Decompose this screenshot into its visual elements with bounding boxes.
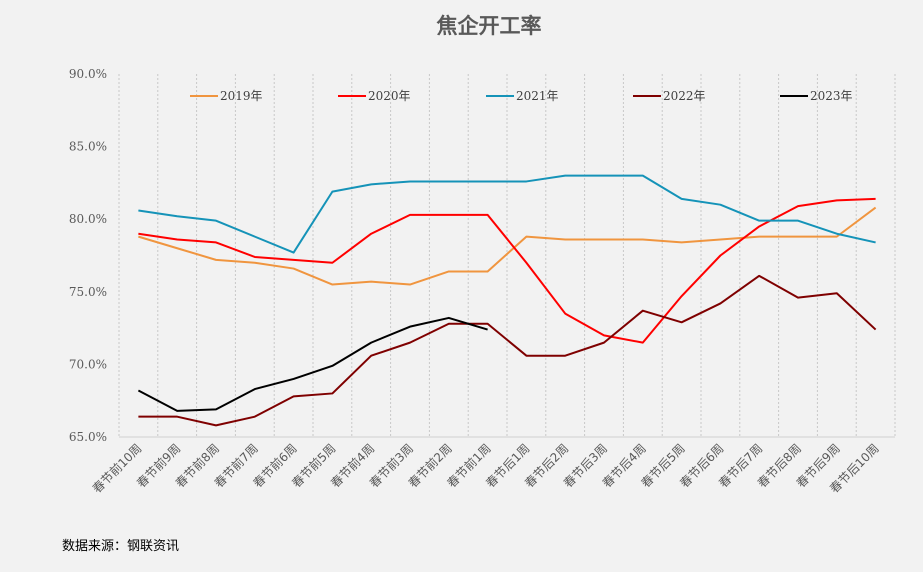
legend-label: 2023年	[810, 89, 853, 103]
series-line-2020年	[138, 197, 876, 344]
x-tick-label: 春节前10周	[89, 441, 144, 496]
series-line-2023年	[137, 316, 488, 412]
y-tick-label: 75.0%	[69, 285, 107, 299]
y-tick-label: 90.0%	[69, 67, 107, 81]
y-tick-label: 85.0%	[69, 140, 107, 154]
series-line-2022年	[138, 274, 877, 427]
legend-label: 2019年	[220, 89, 263, 103]
chart-title: 焦企开工率	[436, 14, 542, 38]
y-tick-label: 80.0%	[69, 212, 107, 226]
legend-label: 2022年	[663, 89, 706, 103]
series-line-2019年	[138, 206, 877, 286]
series-line-2021年	[138, 174, 876, 254]
legend-label: 2020年	[368, 89, 411, 103]
legend-label: 2021年	[516, 89, 559, 103]
source-note: 数据来源：钢联资讯	[62, 539, 179, 554]
y-tick-label: 70.0%	[69, 357, 107, 371]
y-tick-label: 65.0%	[69, 430, 107, 444]
